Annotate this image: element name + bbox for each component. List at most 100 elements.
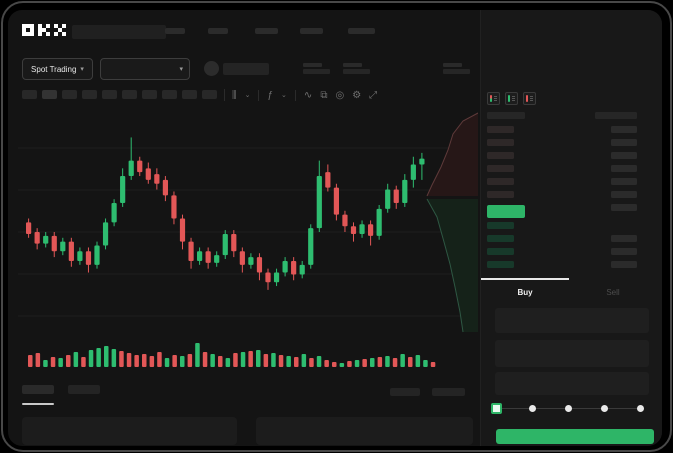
- candles-icon[interactable]: ⫼: [232, 89, 237, 101]
- volume-bar: [218, 356, 223, 367]
- settings-gear-icon[interactable]: ⚙: [352, 89, 362, 101]
- candle-body: [325, 172, 331, 188]
- ask-amount-placeholder: [611, 139, 637, 146]
- total-input-placeholder[interactable]: [495, 372, 649, 395]
- tab-sell[interactable]: Sell: [606, 288, 620, 297]
- volume-bar: [400, 354, 405, 367]
- bid-amount-placeholder: [611, 235, 637, 242]
- timeframe-button-placeholder[interactable]: [42, 90, 57, 99]
- candle-body: [34, 232, 40, 244]
- timeframe-button-placeholder[interactable]: [142, 90, 157, 99]
- volume-bar: [240, 352, 246, 367]
- candle-body: [299, 264, 305, 275]
- volume-bar: [58, 358, 63, 367]
- price-input-placeholder[interactable]: [495, 308, 649, 333]
- ask-price-placeholder[interactable]: [487, 126, 514, 133]
- candle-body: [179, 218, 186, 242]
- timeframe-button-placeholder[interactable]: [202, 90, 217, 99]
- camera-icon[interactable]: ◎: [335, 89, 345, 101]
- ask-price-placeholder[interactable]: [487, 191, 514, 198]
- bids-book-icon[interactable]: [505, 92, 518, 105]
- candle-body: [188, 241, 194, 261]
- slider-stop[interactable]: [565, 405, 572, 412]
- volume-bar: [88, 350, 94, 367]
- slider-stop[interactable]: [529, 405, 536, 412]
- ask-price-placeholder[interactable]: [487, 139, 514, 146]
- timeframe-button-placeholder[interactable]: [82, 90, 97, 99]
- volume-bar: [316, 356, 322, 367]
- pair-selector-dropdown[interactable]: ▾: [100, 58, 190, 80]
- nav-item-placeholder[interactable]: [208, 28, 228, 34]
- market-type-selector[interactable]: Spot Trading ▾: [22, 58, 93, 80]
- bid-price-placeholder[interactable]: [487, 235, 514, 242]
- candle-body: [51, 235, 57, 252]
- volume-bar: [377, 357, 383, 367]
- nav-item-placeholder[interactable]: [300, 28, 323, 34]
- ask-price-placeholder[interactable]: [487, 178, 514, 185]
- candle-body: [316, 176, 322, 229]
- depth-area: [427, 113, 478, 196]
- timeframe-button-placeholder[interactable]: [62, 90, 77, 99]
- stat-value-placeholder: [343, 69, 370, 74]
- volume-bar: [309, 358, 314, 367]
- asks-book-icon[interactable]: [523, 92, 536, 105]
- volume-bar: [210, 354, 215, 367]
- tab-buy[interactable]: Buy: [517, 288, 533, 297]
- compare-icon[interactable]: ⧉: [320, 89, 328, 101]
- buy-submit-button[interactable]: [496, 429, 654, 444]
- line-style-icon[interactable]: ∿: [303, 89, 313, 101]
- combined-book-icon[interactable]: [487, 92, 500, 105]
- bid-price-placeholder[interactable]: [487, 261, 514, 268]
- indicator-icon[interactable]: ƒ: [267, 89, 274, 101]
- timeframe-button-placeholder[interactable]: [102, 90, 117, 99]
- nav-item-placeholder[interactable]: [165, 28, 185, 34]
- bid-price-placeholder[interactable]: [487, 248, 514, 255]
- ask-price-placeholder[interactable]: [487, 152, 514, 159]
- bottom-action-placeholder-1[interactable]: [390, 388, 420, 396]
- bottom-tab-active[interactable]: [22, 385, 54, 394]
- timeframe-button-placeholder[interactable]: [22, 90, 37, 99]
- timeframe-button-placeholder[interactable]: [162, 90, 177, 99]
- ask-price-placeholder[interactable]: [487, 165, 514, 172]
- candle-body: [231, 233, 237, 252]
- ask-amount-placeholder: [611, 126, 637, 133]
- ask-amount-placeholder: [611, 191, 637, 198]
- amount-input-placeholder[interactable]: [495, 340, 649, 367]
- volume-bar: [362, 359, 367, 367]
- ask-amount-placeholder: [611, 152, 637, 159]
- candle-body: [376, 208, 382, 236]
- volume-bars: [28, 343, 436, 367]
- header-search-placeholder[interactable]: [72, 25, 166, 39]
- slider-stop[interactable]: [601, 405, 608, 412]
- bid-amount-placeholder: [611, 248, 637, 255]
- candlestick-chart[interactable]: [18, 110, 478, 335]
- fullscreen-icon[interactable]: ⤢: [369, 89, 378, 101]
- candle-body: [402, 179, 408, 204]
- candle-body: [145, 168, 151, 180]
- amount-slider[interactable]: [491, 403, 644, 414]
- nav-item-placeholder[interactable]: [255, 28, 278, 34]
- bottom-tab-inactive[interactable]: [68, 385, 100, 394]
- bottom-action-placeholder-2[interactable]: [432, 388, 465, 396]
- candle-body: [102, 222, 109, 246]
- volume-bar: [423, 360, 428, 367]
- candle-body: [137, 160, 143, 173]
- slider-stop[interactable]: [637, 405, 644, 412]
- slider-handle[interactable]: [491, 403, 502, 414]
- chart-tools: ⫼ ⌄ ƒ ⌄ ∿ ⧉ ◎ ⚙ ⤢: [232, 89, 377, 102]
- bid-amount-placeholder: [611, 261, 637, 268]
- depth-line: [426, 112, 478, 197]
- candle-body: [256, 257, 263, 273]
- timeframe-button-placeholder[interactable]: [122, 90, 137, 99]
- timeframe-button-placeholder[interactable]: [182, 90, 197, 99]
- nav-item-placeholder[interactable]: [348, 28, 375, 34]
- volume-bar: [256, 350, 261, 367]
- candle-body: [333, 187, 339, 215]
- coin-avatar: [204, 61, 219, 76]
- volume-bar: [50, 357, 56, 367]
- candle-body: [265, 272, 271, 283]
- volume-bar: [126, 353, 132, 367]
- volume-bar: [142, 354, 147, 367]
- bid-price-placeholder[interactable]: [487, 222, 514, 229]
